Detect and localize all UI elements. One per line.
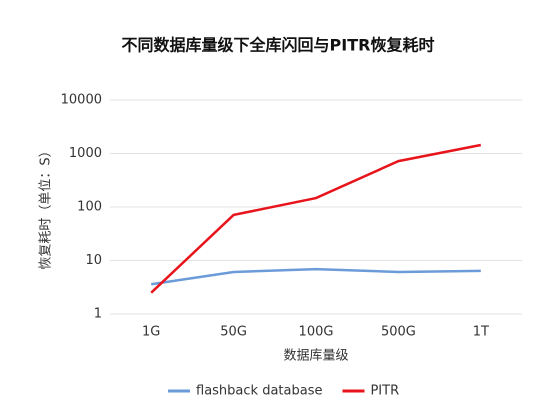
legend-label: PITR [370, 384, 399, 399]
y-axis-label: 恢复耗时（单位：S） [39, 144, 54, 269]
x-tick-label: 1G [142, 325, 160, 340]
y-tick-label: 100 [77, 200, 102, 215]
x-tick-label: 50G [220, 325, 247, 340]
line-series [151, 267, 481, 286]
x-tick-label: 500G [381, 325, 416, 340]
line-series [150, 143, 482, 294]
chart-title: 不同数据库量级下全库闪回与PITR恢复耗时 [122, 36, 435, 55]
legend-label: flashback database [196, 384, 322, 399]
x-tick-label: 100G [299, 325, 334, 340]
y-tick-label: 1 [94, 307, 102, 322]
x-tick-label: 1T [473, 325, 489, 340]
y-tick-label: 10 [85, 253, 102, 268]
y-tick-label: 1000 [69, 146, 102, 161]
y-tick-label: 10000 [61, 93, 102, 108]
x-axis-label: 数据库量级 [283, 348, 348, 364]
